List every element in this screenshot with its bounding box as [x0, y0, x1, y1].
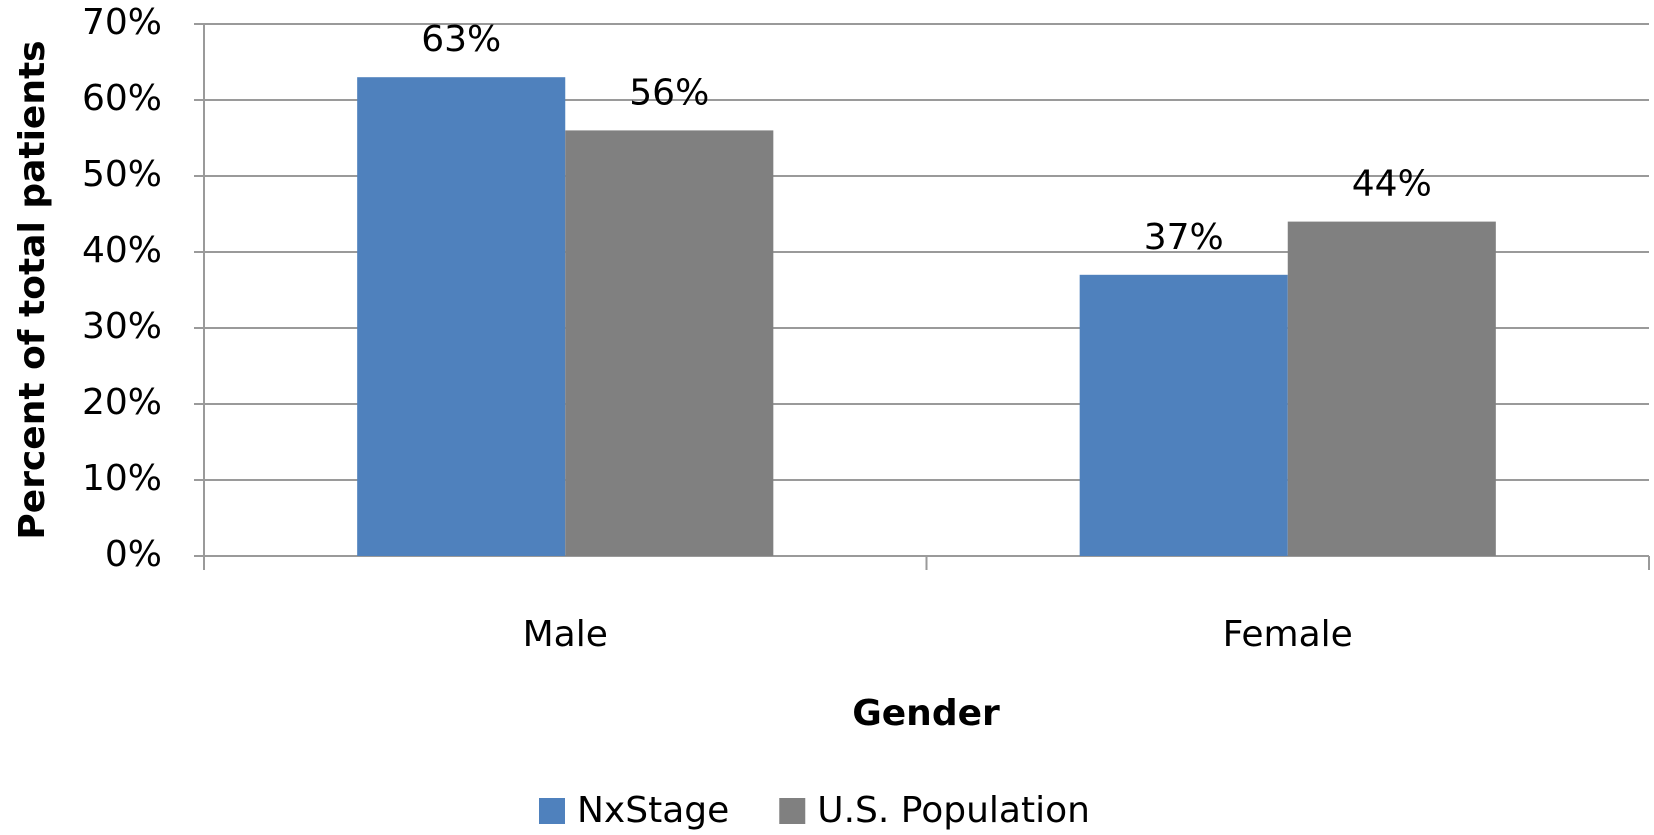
legend-label: U.S. Population [817, 790, 1090, 831]
y-tick-label: 0% [105, 534, 162, 575]
value-label: 44% [1352, 164, 1432, 205]
y-tick-label: 60% [82, 78, 162, 119]
y-tick-label: 20% [82, 382, 162, 423]
x-axis-title: Gender [852, 693, 1000, 734]
y-tick-label: 10% [82, 458, 162, 499]
bar [1079, 274, 1288, 556]
bar [565, 130, 774, 556]
legend-label: NxStage [577, 790, 729, 831]
x-tick-label: Male [523, 614, 608, 655]
y-tick-label: 70% [82, 2, 162, 43]
legend-swatch [779, 798, 806, 824]
x-tick-label: Female [1223, 614, 1353, 655]
y-tick-label: 40% [82, 230, 162, 271]
bar [357, 77, 566, 556]
value-label: 63% [421, 19, 501, 60]
y-tick-label: 50% [82, 154, 162, 195]
bar [1287, 221, 1496, 556]
y-axis-title: Percent of total patients [12, 40, 53, 539]
y-tick-label: 30% [82, 306, 162, 347]
legend-swatch [539, 798, 565, 824]
value-label: 56% [629, 72, 709, 113]
value-label: 37% [1144, 217, 1224, 258]
